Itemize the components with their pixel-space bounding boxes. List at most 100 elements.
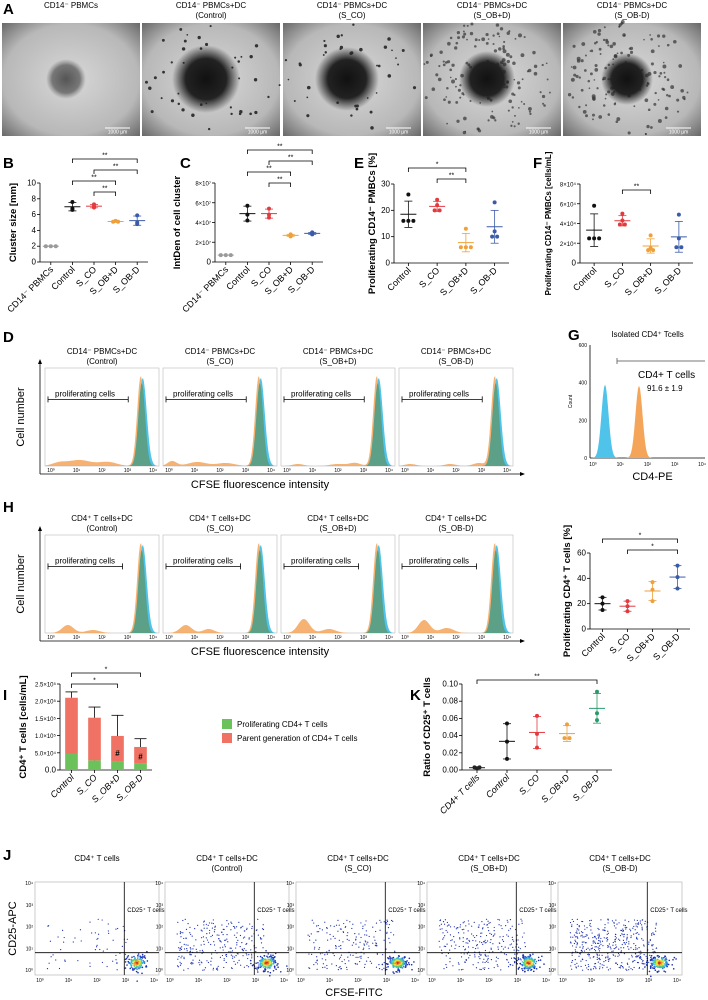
event-dot xyxy=(337,969,339,971)
event-dot xyxy=(607,945,609,947)
cell-dot xyxy=(659,72,663,75)
event-dot xyxy=(509,919,512,921)
event-dot xyxy=(449,934,452,936)
event-dot xyxy=(353,942,355,944)
event-dot xyxy=(573,934,576,936)
event-dot xyxy=(463,953,465,955)
event-dot xyxy=(458,945,460,948)
event-dot xyxy=(206,960,208,962)
cell-dot xyxy=(629,50,634,54)
overlap-peak xyxy=(163,549,277,633)
event-dot xyxy=(216,967,218,969)
cell-dot xyxy=(686,91,689,94)
event-dot xyxy=(239,945,241,948)
event-dot xyxy=(576,936,578,938)
event-dot xyxy=(519,958,521,960)
cell-dot xyxy=(461,35,466,39)
cell-dot xyxy=(575,74,579,78)
event-dot xyxy=(516,962,519,965)
event-dot xyxy=(254,967,257,970)
event-dot xyxy=(367,941,369,943)
event-dot xyxy=(50,956,52,958)
event-dot xyxy=(635,947,637,949)
event-dot xyxy=(55,959,57,961)
event-dot xyxy=(597,961,599,963)
event-dot xyxy=(235,955,237,957)
cell-dot xyxy=(336,34,340,39)
event-dot xyxy=(196,951,198,953)
event-dot xyxy=(358,946,360,948)
event-dot xyxy=(618,922,620,924)
event-dot xyxy=(343,922,345,925)
event-dot xyxy=(613,925,616,927)
event-dot xyxy=(134,960,137,962)
event-dot xyxy=(136,962,139,965)
cell-dot xyxy=(191,113,195,117)
log-tick-label: 10³ xyxy=(124,635,132,641)
log-tick-label: 10¹ xyxy=(191,468,199,474)
event-dot xyxy=(459,938,461,940)
event-dot xyxy=(537,959,540,962)
event-dot xyxy=(264,958,266,961)
data-point xyxy=(625,604,630,609)
significance-bracket xyxy=(627,549,678,554)
event-dot xyxy=(307,934,309,936)
event-dot xyxy=(472,964,474,966)
event-dot xyxy=(474,936,476,939)
event-dot xyxy=(490,948,492,950)
event-dot xyxy=(192,962,194,964)
event-dot xyxy=(651,945,653,947)
event-dot xyxy=(262,924,264,926)
event-dot xyxy=(387,956,389,959)
cell-dot xyxy=(230,112,233,116)
event-dot xyxy=(366,934,368,936)
event-dot xyxy=(643,944,645,946)
event-dot xyxy=(453,926,455,928)
event-dot xyxy=(453,941,455,943)
event-dot xyxy=(662,961,665,963)
x-log-tick: 10³ xyxy=(122,978,130,984)
cell-dot xyxy=(469,31,474,36)
event-dot xyxy=(389,959,392,961)
overlap-peak xyxy=(281,549,395,633)
cell-dot xyxy=(512,61,516,65)
y-log-tick: 10¹ xyxy=(549,946,557,952)
event-dot xyxy=(605,937,607,939)
log-tick-label: 10² xyxy=(334,468,342,474)
event-dot xyxy=(143,956,145,959)
event-dot xyxy=(136,964,139,966)
event-dot xyxy=(598,939,600,942)
data-point xyxy=(562,736,567,741)
overlap-peak xyxy=(399,382,513,466)
cell-dot xyxy=(498,47,502,51)
cell-dot xyxy=(438,64,441,68)
event-dot xyxy=(508,929,510,931)
event-dot xyxy=(497,918,499,921)
x-log-tick: 10⁰ xyxy=(36,978,44,984)
data-point xyxy=(600,608,605,612)
panel-label-f: F xyxy=(533,155,542,172)
event-dot xyxy=(607,932,609,934)
event-dot xyxy=(598,935,601,937)
event-dot xyxy=(663,956,665,959)
cell-dot xyxy=(183,39,187,43)
event-dot xyxy=(139,966,141,969)
event-dot xyxy=(619,967,621,969)
event-dot xyxy=(474,956,476,958)
event-dot xyxy=(648,961,650,963)
cell-dot xyxy=(517,86,521,90)
cell-dot xyxy=(683,98,686,101)
event-dot xyxy=(494,933,496,935)
event-dot xyxy=(509,944,511,946)
bar-segment xyxy=(88,717,101,761)
log-tick-label: 10¹ xyxy=(309,635,317,641)
event-dot xyxy=(609,957,611,960)
event-dot xyxy=(132,959,134,961)
event-dot xyxy=(339,956,342,958)
event-dot xyxy=(397,954,400,957)
event-dot xyxy=(518,946,520,948)
event-dot xyxy=(313,942,315,944)
